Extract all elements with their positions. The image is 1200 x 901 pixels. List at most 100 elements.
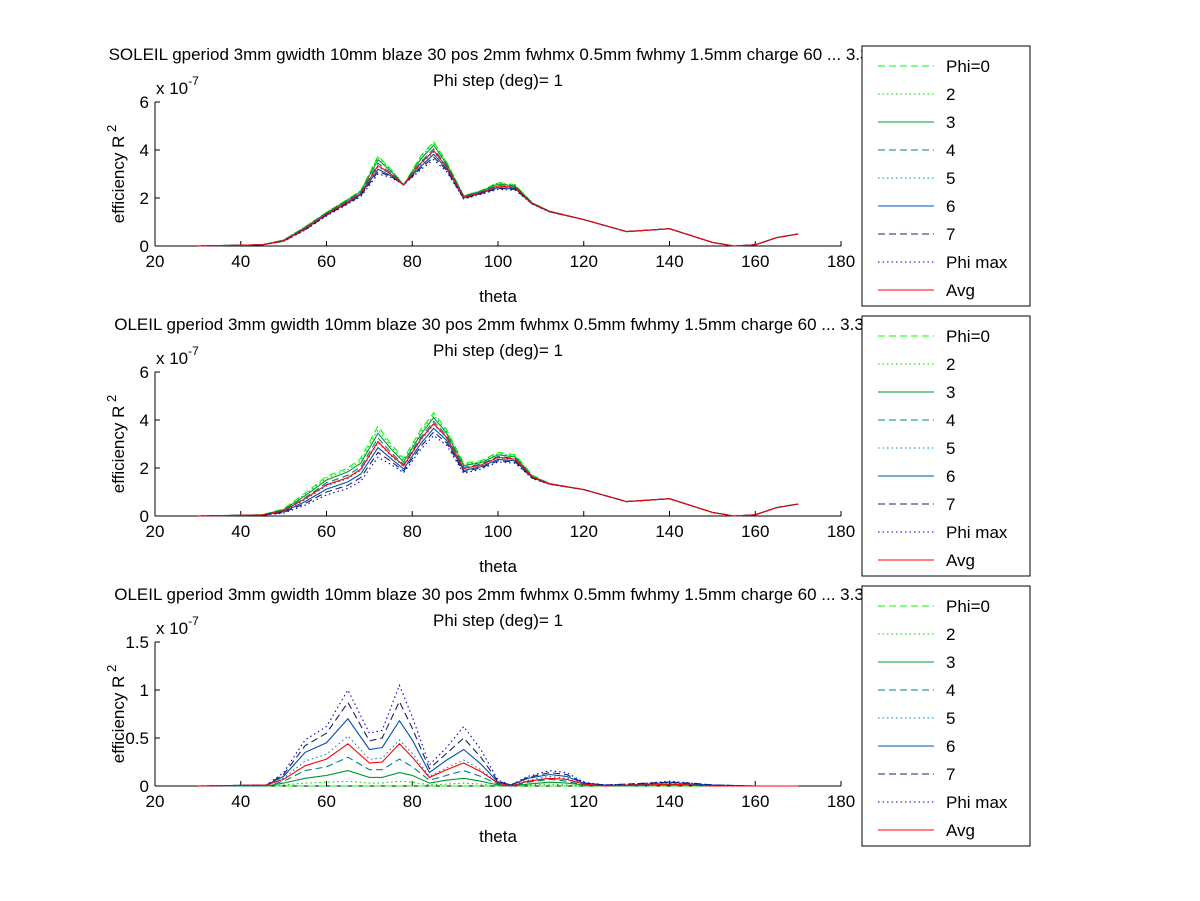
x-tick-label: 100 [484, 522, 512, 541]
legend-label: Phi max [946, 253, 1008, 272]
series-line-8 [197, 158, 799, 247]
x-tick-label: 180 [827, 522, 855, 541]
x-tick-label: 80 [403, 792, 422, 811]
x-tick-label: 120 [570, 792, 598, 811]
x-axis-label: theta [479, 827, 517, 846]
x-tick-label: 80 [403, 522, 422, 541]
chart-panel-1: SOLEIL gperiod 3mm gwidth 10mm blaze 30 … [104, 45, 1031, 307]
x-axis-label: theta [479, 557, 517, 576]
y-tick-label: 0.5 [125, 729, 149, 748]
x-tick-label: 20 [146, 522, 165, 541]
legend-box [861, 45, 1031, 307]
chart-subtitle: Phi step (deg)= 1 [433, 341, 563, 360]
x-tick-label: 140 [655, 522, 683, 541]
series-line-5 [197, 423, 799, 517]
x-tick-label: 20 [146, 792, 165, 811]
x-tick-label: 100 [484, 792, 512, 811]
legend-label: 2 [946, 625, 955, 644]
y-tick-label: 4 [140, 411, 149, 430]
legend-box [861, 315, 1031, 577]
series-line-7 [197, 431, 799, 517]
x-tick-label: 180 [827, 252, 855, 271]
x-tick-label: 40 [231, 792, 250, 811]
legend-label: 6 [946, 737, 955, 756]
y-axis-label: efficiency R 2 [104, 665, 128, 763]
series-line-4 [197, 147, 799, 247]
y-multiplier-label: x 10-7 [156, 344, 199, 368]
y-tick-label: 2 [140, 189, 149, 208]
x-tick-label: 160 [741, 792, 769, 811]
x-tick-label: 140 [655, 792, 683, 811]
x-tick-label: 180 [827, 792, 855, 811]
series-line-7 [197, 700, 799, 787]
legend-label: Phi max [946, 793, 1008, 812]
y-tick-label: 1.5 [125, 633, 149, 652]
legend-label: 3 [946, 653, 955, 672]
legend-label: 4 [946, 681, 955, 700]
legend-label: Phi=0 [946, 57, 990, 76]
y-tick-label: 1 [140, 681, 149, 700]
y-tick-label: 0 [140, 507, 149, 526]
y-multiplier-label: x 10-7 [156, 614, 199, 638]
series-line-6 [197, 153, 799, 247]
legend-label: Avg [946, 281, 975, 300]
legend-label: Phi max [946, 523, 1008, 542]
x-tick-label: 140 [655, 252, 683, 271]
y-multiplier-label: x 10-7 [156, 74, 199, 98]
legend-label: Avg [946, 551, 975, 570]
legend-label: 5 [946, 709, 955, 728]
x-tick-label: 120 [570, 522, 598, 541]
series-line-3 [197, 144, 799, 247]
x-tick-label: 20 [146, 252, 165, 271]
series-line-2 [197, 414, 799, 517]
x-tick-label: 60 [317, 522, 336, 541]
series-line-9 [197, 422, 799, 517]
legend: Phi=0 2 3 4 5 6 7 Phi max Avg [861, 315, 1031, 577]
series-line-1 [197, 411, 799, 517]
series-line-1 [197, 140, 799, 247]
chart-panel-2: OLEIL gperiod 3mm gwidth 10mm blaze 30 p… [104, 315, 1031, 577]
y-axis-label: efficiency R 2 [104, 125, 128, 223]
y-axis-label: efficiency R 2 [104, 395, 128, 493]
legend-label: 2 [946, 355, 955, 374]
legend-label: 6 [946, 197, 955, 216]
series-line-9 [197, 743, 799, 787]
legend: Phi=0 2 3 4 5 6 7 Phi max Avg [861, 45, 1031, 307]
series-line-5 [197, 151, 799, 247]
legend-label: Phi=0 [946, 327, 990, 346]
x-tick-label: 80 [403, 252, 422, 271]
series-line-3 [197, 416, 799, 517]
legend-label: 4 [946, 411, 955, 430]
chart-panel-3: OLEIL gperiod 3mm gwidth 10mm blaze 30 p… [104, 585, 1031, 847]
x-tick-label: 60 [317, 252, 336, 271]
legend-label: 3 [946, 113, 955, 132]
legend-label: 2 [946, 85, 955, 104]
chart-subtitle: Phi step (deg)= 1 [433, 611, 563, 630]
y-tick-label: 6 [140, 363, 149, 382]
legend-label: 6 [946, 467, 955, 486]
y-tick-label: 0 [140, 237, 149, 256]
x-tick-label: 60 [317, 792, 336, 811]
legend-label: 7 [946, 495, 955, 514]
series-line-4 [197, 420, 799, 517]
series-line-2 [197, 141, 799, 247]
series-line-9 [197, 149, 799, 247]
series-line-6 [197, 427, 799, 517]
legend-label: Avg [946, 821, 975, 840]
x-axis-label: theta [479, 287, 517, 306]
x-tick-label: 160 [741, 522, 769, 541]
y-tick-label: 6 [140, 93, 149, 112]
legend: Phi=0 2 3 4 5 6 7 Phi max Avg [861, 585, 1031, 847]
legend-label: 3 [946, 383, 955, 402]
chart-subtitle: Phi step (deg)= 1 [433, 71, 563, 90]
legend-label: 7 [946, 765, 955, 784]
y-tick-label: 4 [140, 141, 149, 160]
legend-box [861, 585, 1031, 847]
x-tick-label: 160 [741, 252, 769, 271]
x-tick-label: 40 [231, 252, 250, 271]
legend-label: Phi=0 [946, 597, 990, 616]
legend-label: 5 [946, 169, 955, 188]
chart-title: SOLEIL gperiod 3mm gwidth 10mm blaze 30 … [109, 45, 888, 64]
series-line-7 [197, 156, 799, 247]
